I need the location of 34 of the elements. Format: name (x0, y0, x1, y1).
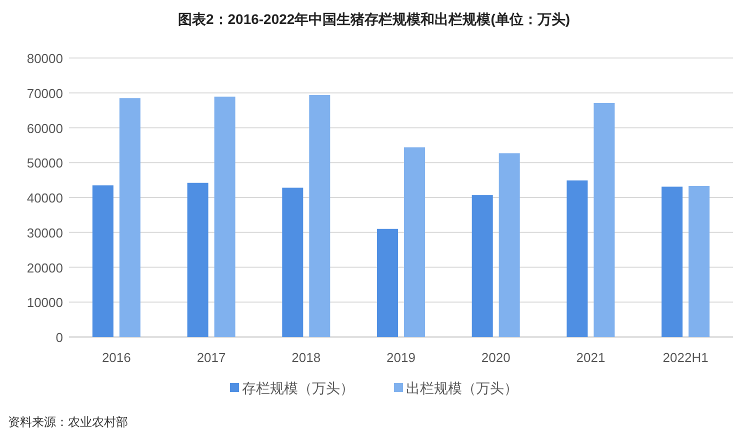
x-tick-label: 2019 (386, 350, 416, 365)
bar (566, 180, 588, 337)
bar (594, 102, 615, 337)
chart-title: 图表2：2016-2022年中国生猪存栏规模和出栏规模(单位：万头) (178, 11, 570, 27)
x-tick-label: 2016 (102, 350, 131, 365)
bar (377, 228, 398, 337)
bar (282, 188, 304, 337)
bar (662, 186, 683, 337)
y-tick-label: 70000 (26, 86, 63, 101)
y-tick-label: 20000 (26, 260, 63, 276)
y-tick-label: 0 (56, 330, 63, 345)
x-tick-label: 2017 (196, 350, 226, 365)
y-tick-label: 80000 (26, 51, 63, 66)
y-tick-label: 60000 (26, 120, 63, 136)
text: 资料来源：农业农村部 (8, 415, 128, 429)
bar (688, 186, 710, 337)
bar (92, 185, 114, 337)
legend-label: 出栏规模（万头） (406, 380, 518, 396)
x-tick-label: 2020 (481, 350, 510, 365)
bar (472, 195, 493, 337)
legend-label: 存栏规模（万头） (242, 380, 354, 396)
bar (119, 98, 140, 337)
y-tick-label: 30000 (26, 225, 63, 240)
bar (187, 182, 208, 337)
bar (404, 147, 425, 337)
bar (309, 94, 330, 337)
x-tick-label: 2018 (292, 350, 321, 365)
bar (214, 96, 236, 337)
x-tick-label: 2021 (576, 350, 606, 365)
bar (498, 153, 520, 337)
x-tick-label: 2022H1 (662, 350, 708, 365)
y-tick-label: 10000 (26, 295, 63, 310)
y-tick-label: 40000 (26, 190, 63, 206)
y-tick-label: 50000 (26, 156, 63, 171)
